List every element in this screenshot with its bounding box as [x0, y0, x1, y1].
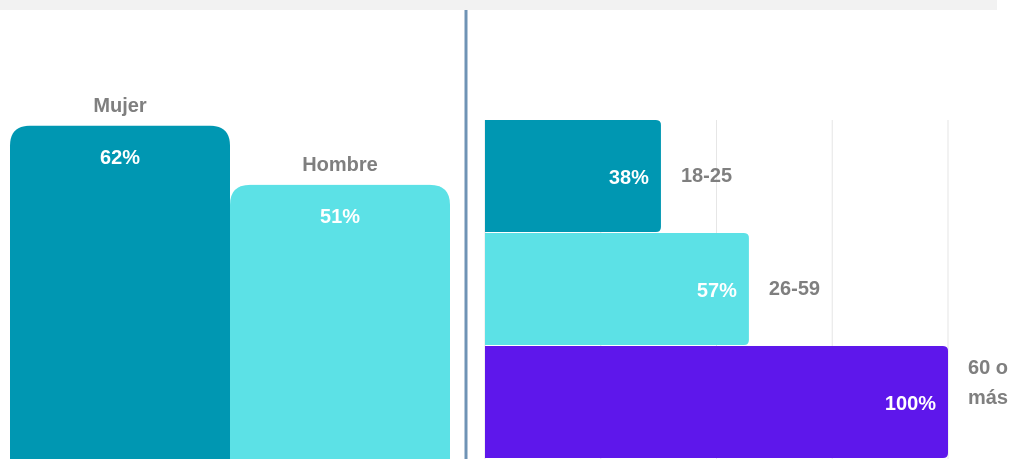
category-label: 60 o más	[968, 357, 1009, 409]
header-strip	[0, 0, 997, 10]
value-label: 38%	[609, 167, 649, 189]
bar	[485, 233, 749, 345]
category-label: Hombre	[302, 154, 378, 176]
bar	[230, 184, 450, 459]
value-label: 57%	[697, 280, 737, 302]
category-label: 18-25	[680, 164, 733, 187]
bar	[485, 120, 661, 232]
category-label-box: 60 o más	[968, 357, 1009, 409]
bar	[10, 125, 230, 459]
bar	[485, 346, 948, 458]
value-label: 51%	[320, 206, 360, 228]
value-label: 100%	[885, 393, 936, 415]
category-label: Mujer	[93, 95, 147, 117]
category-label: 26-59	[768, 277, 821, 300]
category-label-box: 26-59	[768, 277, 821, 300]
category-label-box: 18-25	[680, 164, 733, 187]
value-label: 62%	[100, 147, 140, 169]
